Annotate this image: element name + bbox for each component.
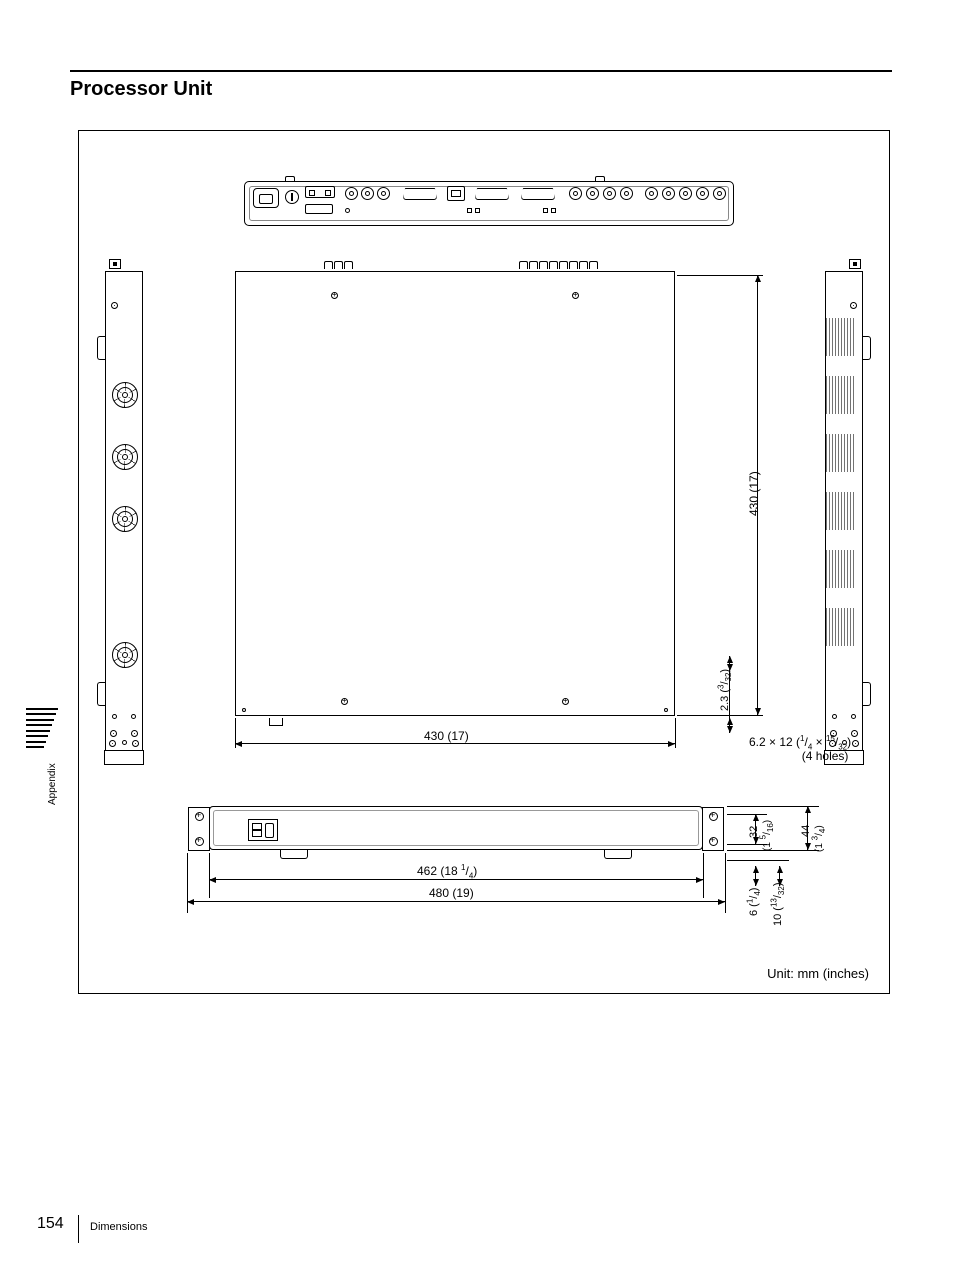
- bnc-icon: [662, 187, 675, 200]
- vent-icon: [826, 492, 856, 530]
- holes-label: 6.2 × 12 (1/4 × 15/32) (4 holes): [749, 735, 851, 763]
- vent-icon: [826, 434, 856, 472]
- dim-line: [235, 743, 675, 744]
- fan-icon: [112, 642, 138, 668]
- page-title: Processor Unit: [70, 78, 212, 101]
- screw-icon: [572, 292, 579, 299]
- screw-icon: [562, 698, 569, 705]
- side-tab-label: Appendix: [47, 763, 58, 805]
- top-rule: [70, 70, 892, 72]
- dim-line: [209, 879, 703, 880]
- rack-ear: [188, 807, 210, 851]
- rack-ear: [702, 807, 724, 851]
- fan-icon: [112, 382, 138, 408]
- bnc-icon: [377, 187, 390, 200]
- dim-label: (1 3/4): [814, 825, 825, 852]
- foot-icon: [280, 850, 308, 859]
- dim-line: [187, 901, 725, 902]
- bnc-icon: [679, 187, 692, 200]
- unit-note: Unit: mm (inches): [767, 966, 869, 981]
- dim-label: 430 (17): [424, 729, 469, 743]
- left-bracket: [105, 271, 143, 751]
- bnc-icon: [645, 187, 658, 200]
- vent-icon: [826, 550, 856, 588]
- bracket-tab-icon: [849, 259, 861, 269]
- front-badge-icon: [248, 819, 278, 841]
- footer-label: Dimensions: [90, 1221, 147, 1233]
- footer-rule: [78, 1215, 79, 1243]
- top-view: [235, 271, 675, 716]
- dim-label: 480 (19): [429, 886, 474, 900]
- ac-inlet-icon: [253, 188, 279, 208]
- front-view: [209, 806, 703, 850]
- vent-icon: [826, 608, 856, 646]
- bnc-icon: [345, 187, 358, 200]
- bnc-icon: [620, 187, 633, 200]
- bnc-icon: [586, 187, 599, 200]
- fan-icon: [112, 506, 138, 532]
- dim-label: 6 (1/4): [748, 888, 760, 916]
- dim-label: (1 5/16): [762, 820, 773, 851]
- bnc-icon: [696, 187, 709, 200]
- dsub-icon: [521, 188, 555, 200]
- rear-panel: [244, 181, 734, 226]
- dim-label: 10 (13/32): [772, 882, 784, 926]
- rj45-icon: [447, 186, 465, 201]
- power-switch-icon: [285, 190, 299, 204]
- bnc-icon: [603, 187, 616, 200]
- vent-icon: [826, 318, 856, 356]
- bnc-icon: [569, 187, 582, 200]
- bnc-icon: [361, 187, 374, 200]
- fan-icon: [112, 444, 138, 470]
- page-number: 154: [37, 1215, 64, 1233]
- thumb-index-icon: [26, 708, 58, 748]
- dim-label: 430 (17): [747, 471, 761, 516]
- bnc-icon: [713, 187, 726, 200]
- bracket-tab-icon: [109, 259, 121, 269]
- screw-icon: [341, 698, 348, 705]
- vent-icon: [826, 376, 856, 414]
- dsub-icon: [475, 188, 509, 200]
- usb-port-icon: [305, 186, 335, 198]
- dsub-icon: [403, 188, 437, 200]
- screw-icon: [331, 292, 338, 299]
- dim-label: 462 (18 1/4): [417, 864, 477, 878]
- foot-icon: [604, 850, 632, 859]
- connector-icon: [305, 204, 333, 214]
- slots: [519, 256, 599, 264]
- dim-label: 2.3 (3/32): [719, 669, 731, 711]
- under-bracket: [269, 718, 283, 726]
- diagram-frame: 430 (17) 430 (17) 2.3 (3/32) 6.2 × 12 (1…: [78, 130, 890, 994]
- slots: [324, 256, 354, 264]
- right-bracket: [825, 271, 863, 751]
